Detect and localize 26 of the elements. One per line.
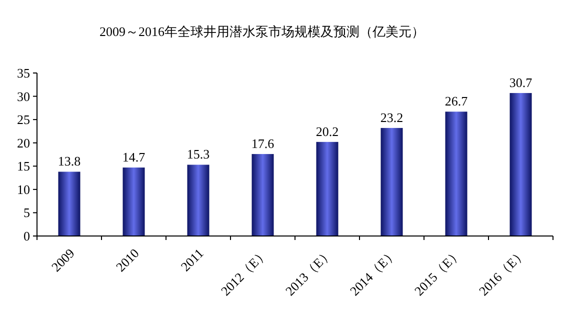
y-tick-label: 15: [17, 158, 30, 174]
bar: [122, 168, 145, 236]
bar: [380, 128, 403, 236]
data-label: 15.3: [186, 146, 210, 162]
y-tick-label: 30: [17, 88, 30, 104]
y-tick-label: 20: [17, 135, 30, 150]
y-tick-label: 0: [24, 228, 30, 244]
y-tick-label: 25: [17, 112, 30, 128]
bar: [316, 142, 338, 236]
bar: [187, 164, 210, 236]
data-label: 26.7: [444, 94, 468, 109]
bar: [58, 172, 80, 236]
y-tick-label: 5: [24, 205, 30, 220]
y-tick-label: 10: [17, 182, 30, 197]
x-tick-label: 2011: [178, 246, 206, 274]
data-label: 14.7: [122, 150, 146, 165]
bar: [445, 112, 468, 236]
bar: [252, 154, 274, 236]
data-label: 13.8: [58, 154, 81, 169]
chart-title: 2009～2016年全球井用潜水泵市场规模及预测（亿美元）: [100, 24, 424, 39]
data-label: 17.6: [251, 136, 275, 152]
data-label: 30.7: [509, 75, 533, 90]
y-tick-label: 35: [17, 66, 30, 80]
bar: [510, 93, 532, 236]
data-label: 23.2: [380, 110, 404, 125]
data-label: 20.2: [316, 124, 339, 139]
